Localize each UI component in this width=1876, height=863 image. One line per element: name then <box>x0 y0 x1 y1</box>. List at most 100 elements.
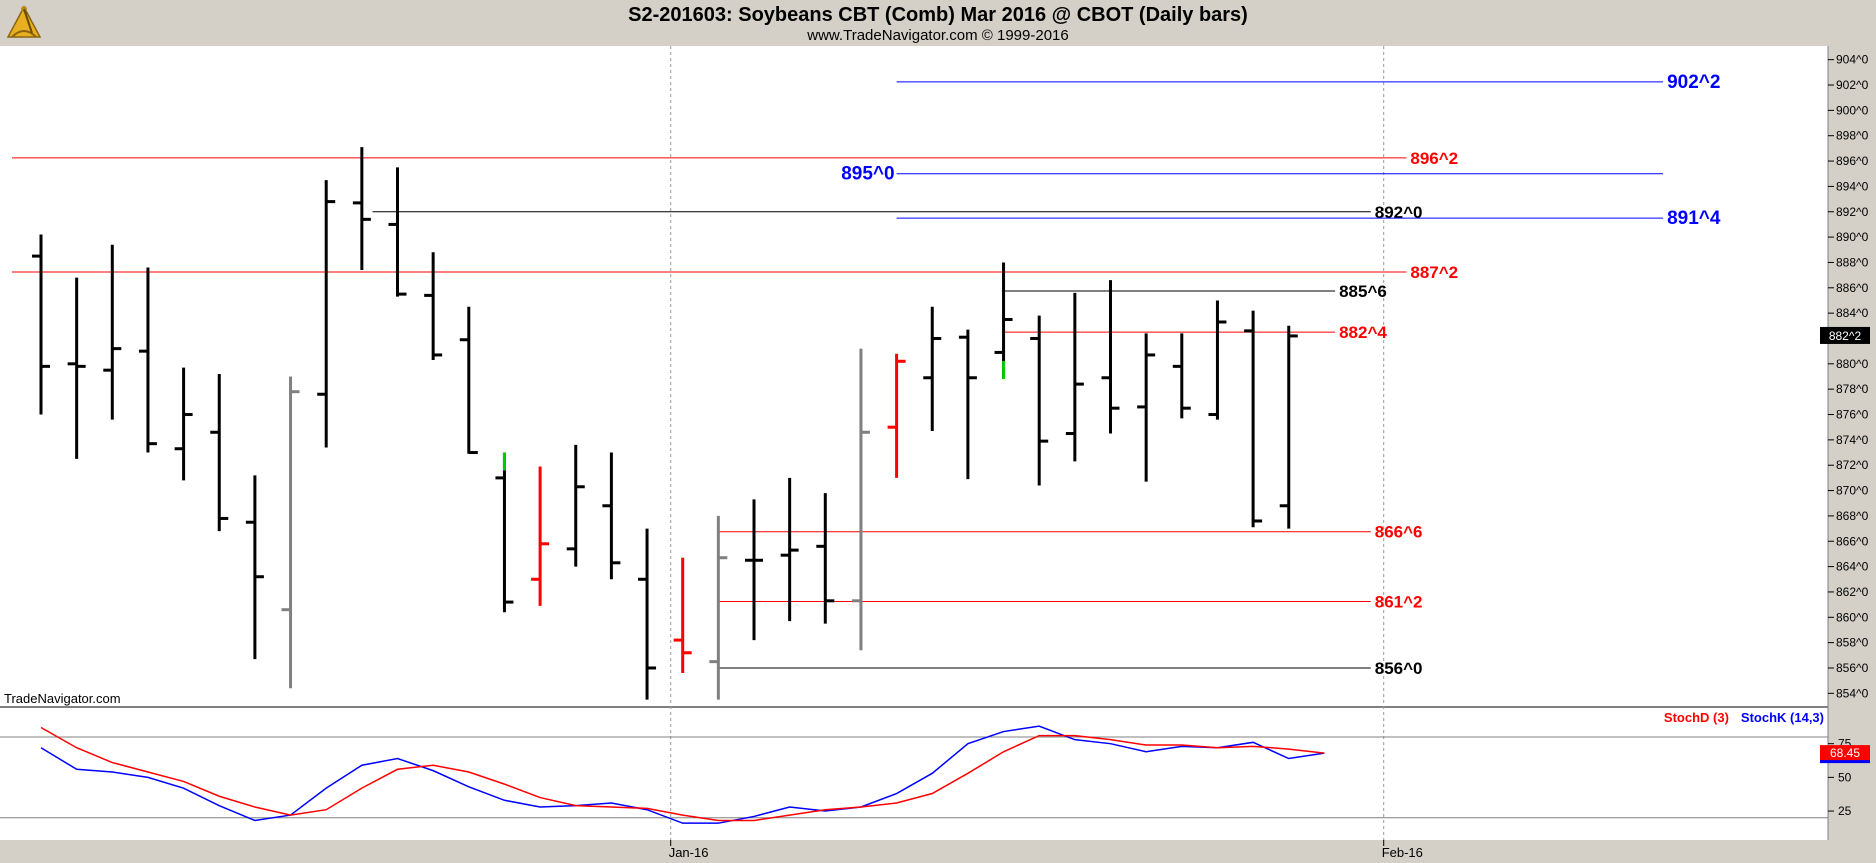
price-tick-label: 864^0 <box>1836 560 1869 574</box>
price-tick-label: 860^0 <box>1836 610 1869 624</box>
chart-title: S2-201603: Soybeans CBT (Comb) Mar 2016 … <box>628 4 1248 26</box>
price-tick-label: 896^0 <box>1836 154 1869 168</box>
level-label: 882^4 <box>1339 323 1387 342</box>
ohlc-bar <box>352 147 371 271</box>
ohlc-bar <box>103 244 122 420</box>
ohlc-bar <box>816 493 835 624</box>
price-tick-label: 878^0 <box>1836 382 1869 396</box>
price-tick-label: 870^0 <box>1836 484 1869 498</box>
ohlc-bar <box>745 499 763 641</box>
date-axis-band <box>0 840 1828 863</box>
osc-tick-label: 25 <box>1838 804 1852 818</box>
price-tick-label: 858^0 <box>1836 636 1869 650</box>
osc-last-value: 68.45 <box>1830 746 1860 760</box>
ohlc-bar <box>851 348 870 651</box>
level-label: 885^6 <box>1339 282 1387 301</box>
level-label: 856^0 <box>1375 659 1423 678</box>
last-price-label: 882^2 <box>1829 329 1862 343</box>
ohlc-bar <box>638 528 657 700</box>
price-tick-label: 898^0 <box>1836 129 1869 143</box>
level-label: 866^6 <box>1375 523 1423 542</box>
sextant-logo-icon <box>6 5 42 38</box>
legend-entry: StochK (14,3) <box>1741 710 1824 725</box>
date-axis: Jan-16 Feb-16 <box>669 840 1423 860</box>
ohlc-bar <box>495 452 514 613</box>
ohlc-bar <box>388 167 407 297</box>
price-tick-label: 876^0 <box>1836 408 1869 422</box>
ohlc-bar <box>245 475 264 660</box>
ohlc-bar <box>566 444 585 567</box>
ohlc-bar <box>602 452 621 580</box>
ohlc-bar <box>923 306 942 431</box>
ohlc-bar <box>1065 292 1084 462</box>
ohlc-bar <box>1244 310 1263 528</box>
price-tick-label: 892^0 <box>1836 205 1869 219</box>
ohlc-bar <box>1279 325 1298 529</box>
price-tick-label: 866^0 <box>1836 534 1869 548</box>
ohlc-bar <box>174 367 193 481</box>
ohlc-bar <box>281 376 300 689</box>
ohlc-bar <box>459 306 478 455</box>
chart-subtitle: www.TradeNavigator.com © 1999-2016 <box>806 27 1068 44</box>
price-tick-label: 868^0 <box>1836 509 1869 523</box>
price-axis: 854^0 856^0 858^0 860^0 862^0 864^0 866^0 868^0… <box>1820 53 1870 700</box>
ohlc-bar <box>1030 315 1049 486</box>
legend-entry: StochD (3) <box>1664 710 1729 725</box>
ohlc-bar <box>958 329 977 480</box>
level-label: 887^2 <box>1410 263 1458 282</box>
price-tick-label: 872^0 <box>1836 458 1869 472</box>
price-tick-label: 884^0 <box>1836 306 1869 320</box>
ohlc-bar <box>531 466 550 606</box>
ohlc-bar <box>780 477 799 622</box>
osc-series-line <box>40 725 1325 824</box>
price-tick-label: 902^0 <box>1836 78 1869 92</box>
price-grid <box>670 46 1385 840</box>
price-tick-label: 880^0 <box>1836 357 1869 371</box>
ohlc-bar <box>317 180 336 448</box>
osc-last-badge <box>1820 745 1870 762</box>
ohlc-bar <box>1101 280 1120 434</box>
price-tick-label: 854^0 <box>1836 686 1869 700</box>
ohlc-bar <box>1172 333 1191 419</box>
ohlc-bar <box>1208 300 1227 420</box>
price-tick-label: 894^0 <box>1836 179 1869 193</box>
price-tick-label: 900^0 <box>1836 103 1869 117</box>
level-lines: 902^2 896^2 895^0 892^0 891^4 887^2 885^6 882^4… <box>12 72 1721 678</box>
ohlc-bar <box>138 267 157 453</box>
ohlc-bar <box>32 234 50 415</box>
level-label: 891^4 <box>1667 208 1721 229</box>
header-band <box>0 0 1876 46</box>
ohlc-bar <box>424 252 443 361</box>
date-tick-label: Feb-16 <box>1382 845 1423 860</box>
osc-tick-label: 50 <box>1838 770 1852 784</box>
ohlc-bar <box>994 262 1013 380</box>
price-tick-label: 904^0 <box>1836 53 1869 67</box>
price-tick-label: 888^0 <box>1836 255 1869 269</box>
price-tick-label: 856^0 <box>1836 661 1869 675</box>
level-label: 895^0 <box>841 164 894 185</box>
price-tick-label: 886^0 <box>1836 281 1869 295</box>
osc-last-badge-underline <box>1820 760 1870 764</box>
level-label: 896^2 <box>1410 149 1458 168</box>
date-tick-label: Jan-16 <box>669 845 709 860</box>
price-tick-label: 862^0 <box>1836 585 1869 599</box>
price-bars <box>32 147 1298 700</box>
ohlc-bar <box>887 353 906 478</box>
ohlc-bar <box>673 557 692 674</box>
watermark: TradeNavigator.com <box>4 691 121 706</box>
ohlc-bar <box>709 515 728 700</box>
level-label: 861^2 <box>1375 592 1423 611</box>
ohlc-bar <box>67 277 86 459</box>
price-axis-band <box>1828 46 1876 863</box>
level-label: 892^0 <box>1375 203 1423 222</box>
level-label: 902^2 <box>1667 72 1720 93</box>
price-tick-label: 874^0 <box>1836 433 1869 447</box>
osc-series-line <box>40 726 1325 822</box>
last-price-badge <box>1820 326 1870 344</box>
ohlc-bar <box>1137 333 1156 482</box>
price-tick-label: 890^0 <box>1836 230 1869 244</box>
ohlc-bar <box>210 373 229 532</box>
